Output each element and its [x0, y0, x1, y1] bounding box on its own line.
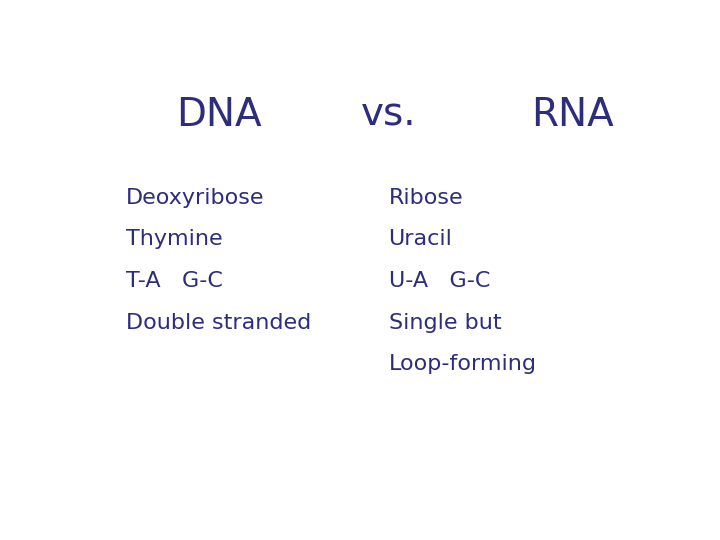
- Text: Single but: Single but: [389, 313, 501, 333]
- Text: DNA: DNA: [176, 96, 262, 134]
- Text: Thymine: Thymine: [126, 230, 223, 249]
- Text: T-A   G-C: T-A G-C: [126, 271, 223, 291]
- Text: Ribose: Ribose: [389, 188, 463, 208]
- Text: Deoxyribose: Deoxyribose: [126, 188, 265, 208]
- Text: Loop-forming: Loop-forming: [389, 354, 536, 374]
- Text: Double stranded: Double stranded: [126, 313, 312, 333]
- Text: U-A   G-C: U-A G-C: [389, 271, 490, 291]
- Text: Uracil: Uracil: [389, 230, 452, 249]
- Text: RNA: RNA: [531, 96, 613, 134]
- Text: vs.: vs.: [361, 96, 416, 134]
